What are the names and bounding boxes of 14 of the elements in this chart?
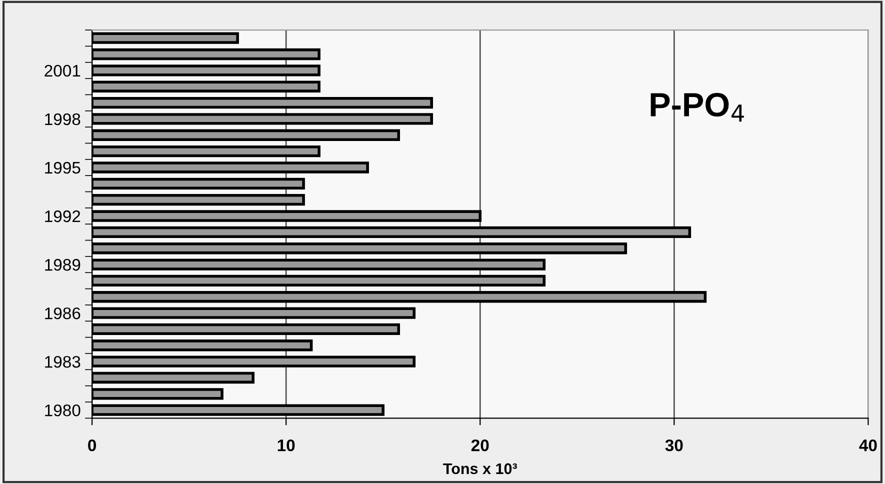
x-tick-label: 30 (665, 439, 683, 452)
x-tick-label: 0 (88, 439, 96, 452)
x-tick-label: 10 (278, 439, 295, 452)
y-tick-label: 1986 (45, 307, 80, 320)
y-tick-label: 1989 (45, 258, 80, 271)
y-tick-label: 2001 (44, 64, 80, 77)
y-tick-label: 1995 (45, 162, 80, 174)
x-axis-title: Tons x 10³ (443, 463, 518, 474)
x-tick-label: 20 (471, 439, 489, 452)
y-tick-label: 1992 (45, 210, 80, 222)
y-tick-label: 1998 (45, 113, 80, 126)
y-tick-label: 1983 (45, 356, 80, 368)
y-tick-label: 1980 (45, 404, 80, 416)
x-tick-label: 40 (859, 439, 877, 452)
